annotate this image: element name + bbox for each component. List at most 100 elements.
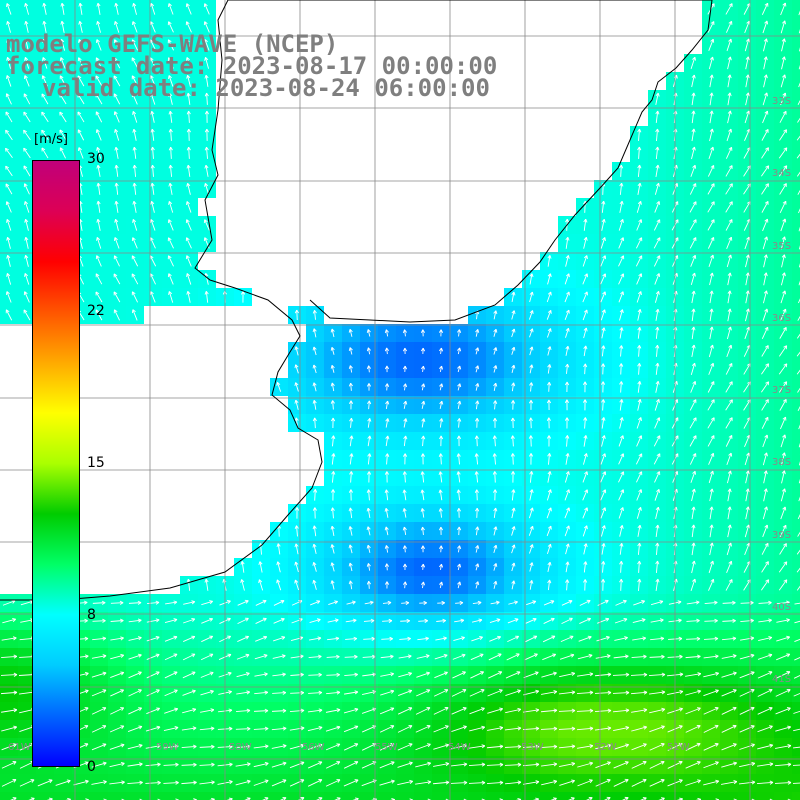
wind-arrow-head — [568, 525, 570, 530]
wind-cell — [432, 792, 450, 800]
wind-cell — [792, 792, 800, 800]
wind-arrow-head — [766, 20, 769, 25]
wind-cell — [792, 252, 800, 270]
wind-cell — [792, 558, 800, 576]
wind-arrow-head — [604, 453, 606, 458]
wind-arrow-head — [550, 291, 552, 296]
wind-cell — [792, 612, 800, 630]
wind-cell — [792, 522, 800, 540]
wind-arrow-head — [550, 328, 552, 333]
wind-cell — [792, 72, 800, 90]
wind-cell — [738, 792, 756, 800]
wind-cell — [792, 468, 800, 486]
wind-cell — [792, 324, 800, 342]
wind-arrow-head — [694, 57, 696, 61]
wind-cell — [792, 18, 800, 36]
wind-arrow-head — [712, 147, 715, 151]
wind-cell — [792, 288, 800, 306]
wind-arrow-head — [676, 273, 678, 277]
wind-arrow-head — [730, 128, 733, 133]
wind-cell — [90, 792, 108, 800]
wind-arrow-head — [640, 417, 642, 421]
wind-cell — [162, 792, 180, 800]
wind-arrow — [363, 638, 375, 640]
wind-arrow — [381, 638, 393, 640]
wind-cell — [720, 792, 738, 800]
wind-cell — [792, 414, 800, 432]
wind-cell — [792, 216, 800, 234]
wind-cell — [792, 198, 800, 216]
wind-arrow-head — [532, 328, 534, 333]
wind-arrow-head — [586, 525, 588, 530]
wind-arrow — [584, 201, 586, 213]
wind-arrow-head — [568, 273, 570, 278]
wind-cell — [792, 504, 800, 522]
wind-cell — [792, 702, 800, 720]
wind-cell — [792, 162, 800, 180]
wind-arrow-head — [748, 236, 751, 241]
wind-cell — [126, 792, 144, 800]
wind-arrow-head — [513, 347, 516, 351]
wind-cell — [792, 36, 800, 54]
wind-arrow-head — [694, 471, 697, 475]
wind-arrow-head — [532, 544, 534, 549]
wind-arrow — [620, 579, 622, 591]
wind-cell — [180, 792, 198, 800]
wind-arrow-head — [694, 579, 697, 583]
wind-cell — [792, 576, 800, 594]
wind-cell — [396, 792, 414, 800]
wind-arrow-head — [712, 255, 715, 259]
wind-cell — [792, 306, 800, 324]
wind-arrow-head — [604, 237, 606, 241]
wind-cell — [792, 432, 800, 450]
wind-cell — [792, 342, 800, 360]
wind-cell — [792, 144, 800, 162]
wind-arrow-head — [748, 326, 751, 331]
wind-cell — [108, 792, 126, 800]
wind-arrow-head — [513, 328, 516, 333]
wind-arrow-head — [550, 507, 552, 512]
wind-arrow — [110, 602, 124, 604]
wind-cell — [792, 54, 800, 72]
wind-arrow-head — [586, 255, 588, 260]
wind-arrow-head — [766, 308, 769, 313]
wind-cell — [450, 792, 468, 800]
wind-arrow-head — [784, 218, 787, 223]
wind-cell — [792, 630, 800, 648]
wind-cell — [792, 0, 800, 18]
wind-arrow-head — [784, 290, 787, 295]
wind-cell — [792, 396, 800, 414]
wind-cell — [756, 792, 774, 800]
wind-arrow-head — [658, 489, 661, 493]
wind-arrow-head — [658, 399, 660, 403]
wind-cell — [144, 792, 162, 800]
wind-cell — [792, 360, 800, 378]
wind-cell — [792, 720, 800, 738]
wind-cell — [792, 486, 800, 504]
wind-arrow — [530, 435, 532, 447]
wind-arrow-head — [550, 544, 552, 548]
wind-arrow — [620, 363, 622, 375]
wind-arrow-head — [513, 544, 516, 549]
wind-cell — [792, 540, 800, 558]
wind-arrow-head — [694, 165, 697, 169]
wind-cell — [792, 234, 800, 252]
wind-arrow — [620, 165, 622, 177]
wind-cell — [792, 90, 800, 108]
wind-cell — [792, 666, 800, 684]
wind-cell — [792, 126, 800, 144]
wind-arrow-head — [640, 291, 642, 295]
wind-arrow-head — [784, 506, 787, 511]
wind-cell — [792, 648, 800, 666]
wind-cell — [792, 450, 800, 468]
wind-arrow-head — [766, 434, 769, 439]
wind-cell — [486, 792, 504, 800]
wind-arrow-head — [604, 309, 606, 314]
wind-cell — [414, 792, 432, 800]
wind-arrow-head — [622, 507, 624, 512]
wind-arrow-head — [730, 38, 733, 43]
wind-cell — [792, 108, 800, 126]
wind-cell — [792, 270, 800, 288]
